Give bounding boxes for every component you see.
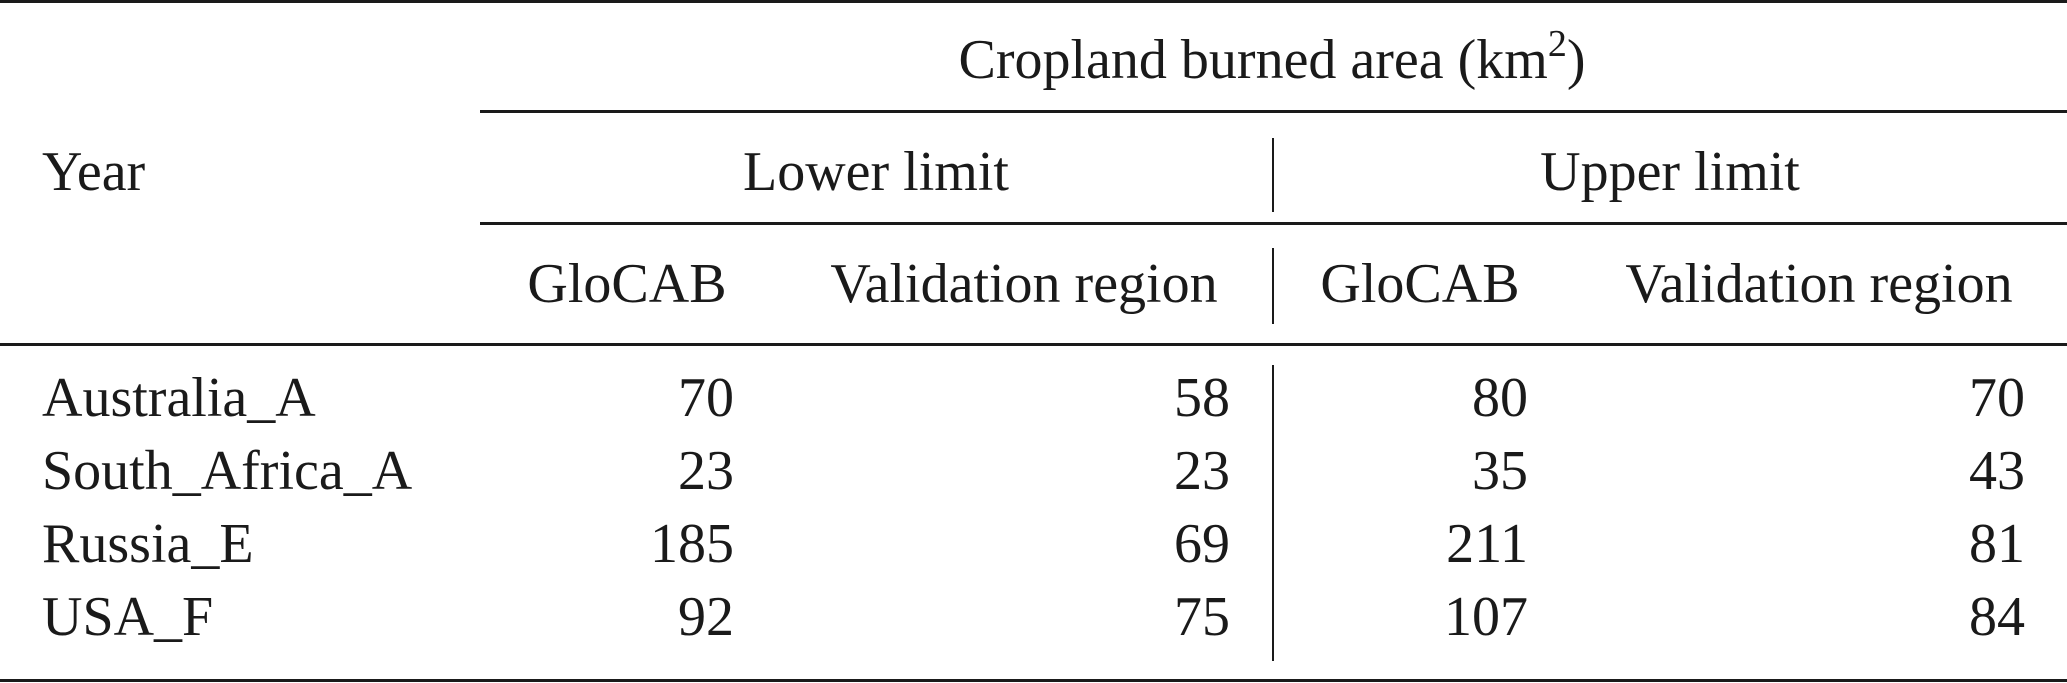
upper-glocab-value: 80 — [1472, 367, 1528, 429]
row-name: Australia_A — [42, 367, 316, 429]
lower-glocab-value: 23 — [678, 440, 734, 502]
upper-glocab-value: 211 — [1446, 513, 1528, 575]
lower-validation-value: 75 — [1174, 586, 1230, 648]
lower-limit-header: Lower limit — [743, 141, 1009, 203]
upper-validation-value: 81 — [1969, 513, 2025, 575]
bottom-rule — [0, 679, 2067, 682]
column-header-upper-validation: Validation region — [1625, 253, 2013, 315]
upper-validation-value: 84 — [1969, 586, 2025, 648]
row-name: Russia_E — [42, 513, 254, 575]
upper-validation-value: 43 — [1969, 440, 2025, 502]
subgroup-header-rule — [480, 222, 2067, 225]
column-header-upper-glocab: GloCAB — [1320, 253, 1520, 315]
lower-glocab-value: 185 — [650, 513, 734, 575]
row-name: South_Africa_A — [42, 440, 413, 502]
group-title-suffix: ) — [1566, 29, 1586, 91]
group-title-prefix: Cropland burned area (km — [958, 29, 1548, 91]
body-vertical-separator — [1272, 365, 1274, 661]
header-bottom-rule — [0, 343, 2067, 346]
lower-glocab-value: 92 — [678, 586, 734, 648]
lower-validation-value: 69 — [1174, 513, 1230, 575]
column-header-lower-glocab: GloCAB — [527, 253, 727, 315]
top-rule — [0, 0, 2067, 3]
upper-limit-header: Upper limit — [1540, 141, 1800, 203]
lower-validation-value: 23 — [1174, 440, 1230, 502]
upper-glocab-value: 35 — [1472, 440, 1528, 502]
group-title: Cropland burned area (km2) — [958, 25, 1586, 91]
upper-validation-value: 70 — [1969, 367, 2025, 429]
row-name: USA_F — [42, 586, 214, 648]
upper-glocab-value: 107 — [1444, 586, 1528, 648]
subheader-vertical-separator — [1272, 248, 1274, 324]
row-label-header: Year — [42, 141, 146, 203]
lower-validation-value: 58 — [1174, 367, 1230, 429]
header-vertical-separator — [1272, 138, 1274, 212]
group-title-superscript: 2 — [1547, 23, 1567, 65]
column-header-lower-validation: Validation region — [830, 253, 1218, 315]
group-header-rule — [480, 110, 2067, 113]
lower-glocab-value: 70 — [678, 367, 734, 429]
